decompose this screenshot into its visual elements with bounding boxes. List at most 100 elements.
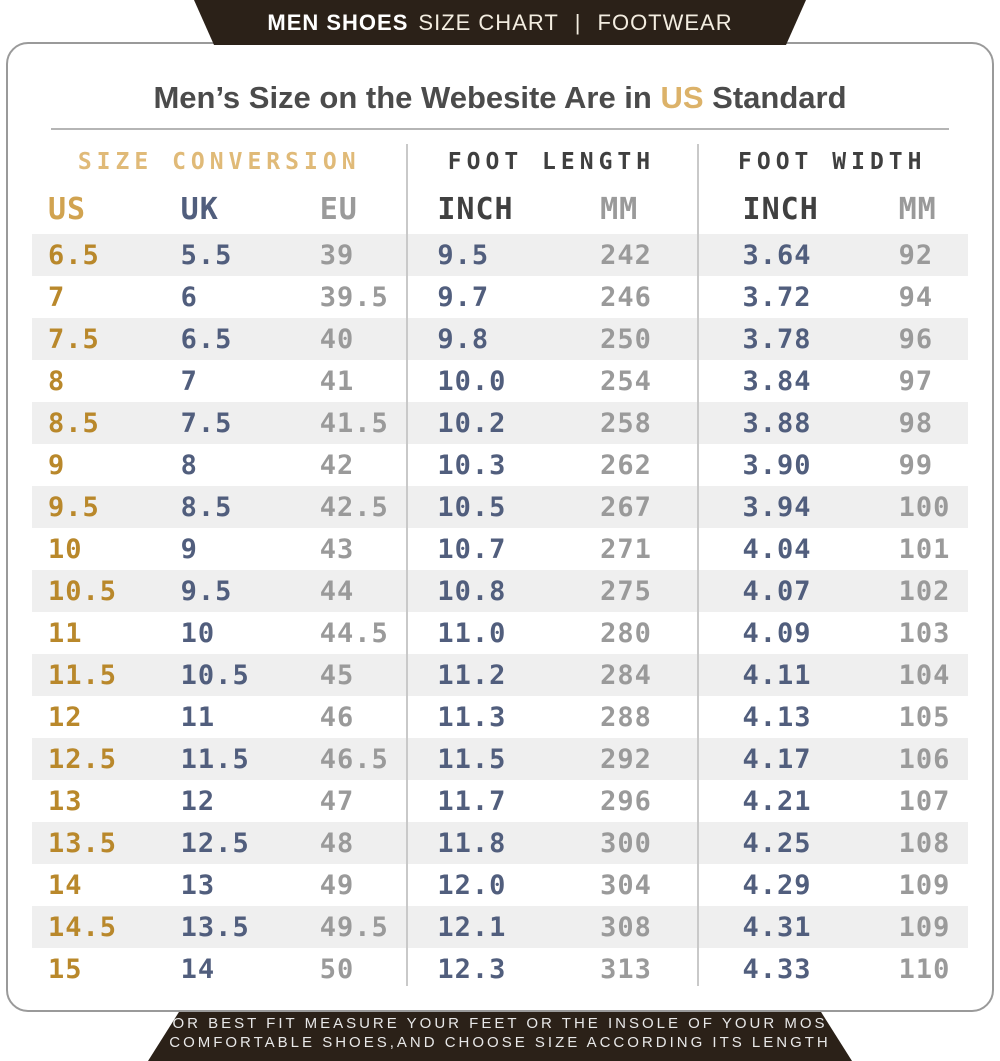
cell: 13: [180, 869, 216, 901]
cell: 11.2: [437, 659, 507, 691]
cell: 313: [600, 953, 652, 985]
cell: 9: [180, 533, 198, 565]
cell: 49: [319, 869, 355, 901]
cell: 40: [319, 323, 355, 355]
cell: 43: [319, 533, 355, 565]
cell: 304: [600, 869, 652, 901]
table-body: 6.5 5.5 39 9.5 242 3.64 92 7 6 39.5 9.7 246 3.72 94 7.…: [32, 234, 968, 990]
cell: 9.5: [180, 575, 233, 607]
cell: 10: [48, 533, 83, 565]
cell: 10: [180, 617, 216, 649]
cell: 284: [600, 659, 652, 691]
cell: 50: [319, 953, 355, 985]
cell: 12.3: [437, 953, 507, 985]
cell: 11.5: [48, 659, 118, 691]
col-header-width-inch: INCH: [742, 191, 819, 227]
cell: 46: [319, 701, 355, 733]
cell: 292: [600, 743, 652, 775]
cell: 9.8: [437, 323, 490, 355]
table-row: 8 7 41 10.0 254 3.84 97: [32, 360, 968, 402]
cell: 11.5: [437, 743, 507, 775]
cell: 4.21: [742, 785, 812, 817]
table-row: 12.5 11.5 46.5 11.5 292 4.17 106: [32, 738, 968, 780]
cell: 12.0: [437, 869, 507, 901]
cell: 9.7: [437, 281, 490, 313]
cell: 296: [600, 785, 652, 817]
cell: 48: [319, 827, 355, 859]
cell: 4.13: [742, 701, 812, 733]
table-row: 14 13 49 12.0 304 4.29 109: [32, 864, 968, 906]
cell: 11.8: [437, 827, 507, 859]
cell: 4.11: [742, 659, 812, 691]
cell: 41: [319, 365, 355, 397]
cell: 97: [898, 365, 934, 397]
cell: 4.17: [742, 743, 812, 775]
cell: 105: [898, 701, 951, 733]
cell: 8: [48, 365, 66, 397]
section-divider-1: [406, 144, 409, 986]
cell: 12.1: [437, 911, 507, 943]
cell: 5.5: [180, 239, 233, 271]
cell: 14: [48, 869, 83, 901]
cell: 10.2: [437, 407, 507, 439]
column-header-row: US UK EU INCH MM INCH MM: [32, 184, 968, 234]
cell: 42.5: [319, 491, 389, 523]
table-row: 8.5 7.5 41.5 10.2 258 3.88 98: [32, 402, 968, 444]
cell: 300: [600, 827, 652, 859]
cell: 10.7: [437, 533, 507, 565]
table-row: 12 11 46 11.3 288 4.13 105: [32, 696, 968, 738]
cell: 12.5: [180, 827, 250, 859]
cell: 102: [898, 575, 951, 607]
top-banner: MEN SHOES SIZE CHART | FOOTWEAR: [194, 0, 806, 45]
cell: 11.0: [437, 617, 507, 649]
banner-separator: |: [574, 9, 582, 35]
table-row: 9 8 42 10.3 262 3.90 99: [32, 444, 968, 486]
cell: 44: [319, 575, 355, 607]
table-row: 11 10 44.5 11.0 280 4.09 103: [32, 612, 968, 654]
cell: 106: [898, 743, 951, 775]
cell: 104: [898, 659, 951, 691]
cell: 14.5: [48, 911, 118, 943]
cell: 108: [898, 827, 951, 859]
section-divider-2: [696, 144, 699, 986]
cell: 7.5: [48, 323, 100, 355]
cell: 12: [48, 701, 83, 733]
col-header-uk: UK: [180, 191, 219, 227]
cell: 100: [898, 491, 951, 523]
cell: 308: [600, 911, 652, 943]
cell: 13.5: [180, 911, 250, 943]
cell: 10.0: [437, 365, 507, 397]
cell: 39.5: [319, 281, 389, 313]
col-header-width-mm: MM: [898, 191, 937, 227]
cell: 10.5: [180, 659, 250, 691]
cell: 6.5: [48, 239, 100, 271]
cell: 7.5: [180, 407, 233, 439]
cell: 47: [319, 785, 355, 817]
cell: 7: [180, 365, 198, 397]
footer-line-1: FOR BEST FIT MEASURE YOUR FEET OR THE IN…: [160, 1014, 840, 1032]
cell: 10.8: [437, 575, 507, 607]
cell: 9: [48, 449, 66, 481]
size-table: SIZE CONVERSION FOOT LENGTH FOOT WIDTH U…: [32, 140, 968, 990]
cell: 3.78: [742, 323, 812, 355]
cell: 103: [898, 617, 951, 649]
cell: 98: [898, 407, 934, 439]
table-row: 6.5 5.5 39 9.5 242 3.64 92: [32, 234, 968, 276]
cell: 8.5: [180, 491, 233, 523]
cell: 96: [898, 323, 934, 355]
col-header-eu: EU: [319, 191, 358, 227]
cell: 3.94: [742, 491, 812, 523]
cell: 99: [898, 449, 934, 481]
cell: 49.5: [319, 911, 389, 943]
title-divider: [50, 128, 950, 130]
col-header-us: US: [48, 191, 87, 227]
cell: 8: [180, 449, 198, 481]
cell: 92: [898, 239, 934, 271]
cell: 101: [898, 533, 951, 565]
cell: 242: [600, 239, 652, 271]
cell: 11.3: [437, 701, 507, 733]
cell: 110: [898, 953, 951, 985]
table-row: 13 12 47 11.7 296 4.21 107: [32, 780, 968, 822]
cell: 11: [48, 617, 83, 649]
